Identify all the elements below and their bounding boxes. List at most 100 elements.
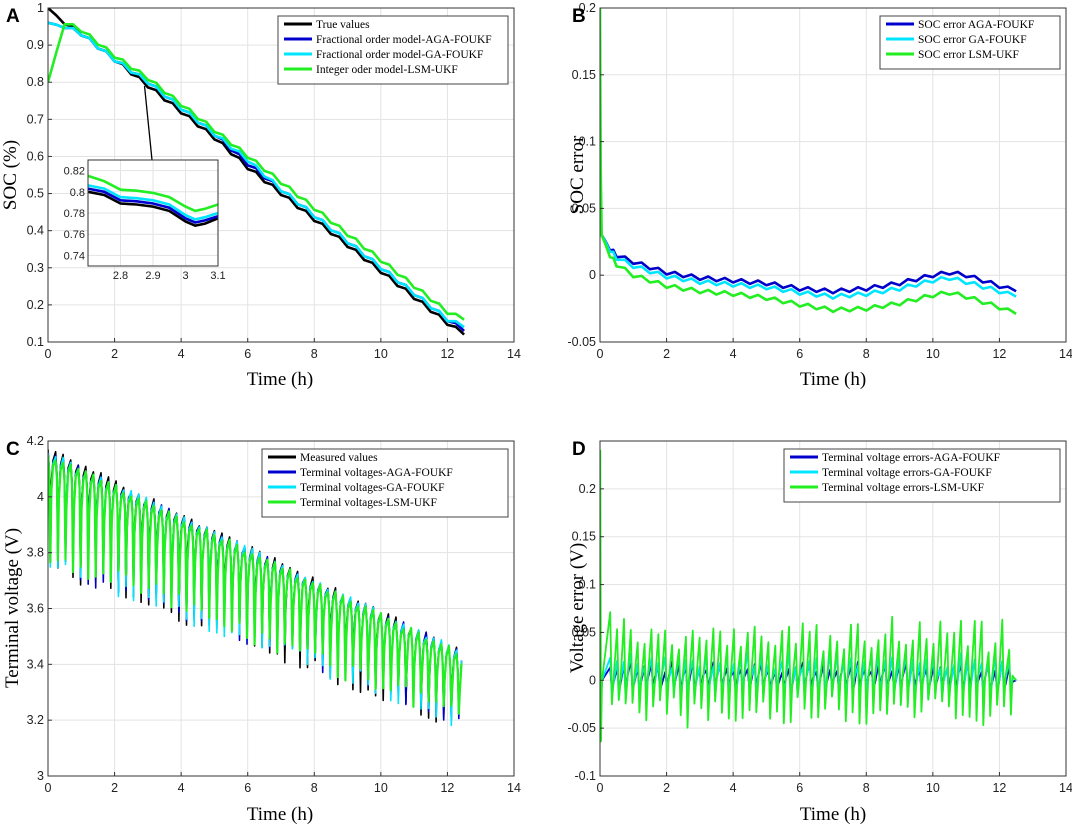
- inset-x-tick-label-0: 2.8: [113, 270, 128, 282]
- legend-label-1: Measured values: [300, 452, 378, 464]
- y-tick-label-5: 0.2: [579, 1, 596, 15]
- panel-c: 0 2 4 6 8 10 12 14 3 3.2 3.4 3.6 3.8 4 4.2 Time (h) Term…: [2, 434, 521, 825]
- series-group: [600, 449, 1017, 743]
- y-tick-label-6: 0.7: [27, 112, 44, 126]
- y-tick-label-0: 3: [37, 769, 44, 783]
- legend-label-2: Terminal voltages-AGA-FOUKF: [300, 467, 453, 479]
- series-4-line: [48, 22, 465, 321]
- inset-series-3-line: [87, 184, 219, 221]
- inset-series-4-line: [87, 174, 219, 213]
- legend-box: [783, 448, 1061, 503]
- x-axis-label: Time (h): [247, 804, 313, 825]
- x-axis-label: Time (h): [247, 369, 313, 390]
- inset-x-tick-label-3: 3.1: [210, 270, 225, 282]
- legend-label-2: SOC error GA-FOUKF: [918, 34, 1027, 46]
- x-axis-label: Time (h): [800, 804, 866, 825]
- series-2-line: [600, 221, 1017, 300]
- inset-box: [87, 159, 219, 267]
- y-tick-label-0: -0.1: [574, 769, 596, 783]
- y-tick-label-1: 0: [589, 268, 596, 282]
- x-tick-label-3: 6: [796, 347, 803, 361]
- series-1-line: [600, 221, 1017, 295]
- y-tick-label-2: 0.05: [572, 201, 596, 215]
- inset-y-tick-label-1: 0.76: [64, 229, 85, 241]
- legend: Measured values Terminal voltages-AGA-FOU…: [261, 448, 509, 518]
- x-tick-label-3: 6: [244, 781, 251, 795]
- series-4-line: [48, 455, 463, 715]
- y-tick-label-3: 0.4: [27, 224, 44, 238]
- x-tick-label-6: 12: [440, 781, 454, 795]
- x-tick-label-7: 14: [507, 781, 521, 795]
- x-tick-label-1: 2: [111, 781, 118, 795]
- y-axis-label: SOC error: [567, 135, 588, 214]
- legend-label-2: Terminal voltage errors-GA-FOUKF: [822, 467, 992, 479]
- legend-label-3: Fractional order model-GA-FOUKF: [316, 49, 483, 61]
- x-tick-label-0: 0: [45, 781, 52, 795]
- series-group: [48, 449, 463, 727]
- inset-series-1-line: [87, 190, 219, 228]
- legend: True values Fractional order model-AGA-FO…: [277, 15, 509, 85]
- panel-letter: A: [6, 6, 20, 27]
- x-tick-label-1: 2: [111, 347, 118, 361]
- x-tick-label-4: 8: [311, 347, 318, 361]
- y-tick-label-6: 0.2: [579, 482, 596, 496]
- y-tick-label-0: 0.1: [27, 335, 44, 349]
- y-tick-label-5: 4: [37, 490, 44, 504]
- x-tick-label-3: 6: [244, 347, 251, 361]
- x-tick-label-3: 6: [796, 781, 803, 795]
- y-tick-label-2: 0: [589, 673, 596, 687]
- x-tick-label-4: 8: [863, 781, 870, 795]
- x-tick-label-5: 10: [374, 347, 388, 361]
- panel-letter: B: [572, 6, 586, 27]
- x-tick-label-2: 4: [730, 347, 737, 361]
- y-tick-label-4: 0.15: [572, 68, 596, 82]
- legend: Terminal voltage errors-AGA-FOUKF Termina…: [783, 448, 1061, 503]
- legend-label-4: Terminal voltages-LSM-UKF: [300, 497, 437, 509]
- x-tick-label-0: 0: [597, 347, 604, 361]
- x-tick-label-2: 4: [730, 781, 737, 795]
- y-tick-label-1: -0.05: [568, 721, 597, 735]
- y-tick-label-4: 3.8: [27, 546, 44, 560]
- y-tick-label-4: 0.5: [27, 187, 44, 201]
- x-tick-label-2: 4: [178, 781, 185, 795]
- legend-label-1: Terminal voltage errors-AGA-FOUKF: [822, 452, 1000, 464]
- series-group: [600, 8, 1017, 315]
- y-tick-label-5: 0.6: [27, 149, 44, 163]
- series-group: [48, 8, 465, 336]
- legend-label-4: Integer oder model-LSM-UKF: [316, 64, 458, 76]
- panel-letter: D: [572, 439, 586, 460]
- x-tick-label-6: 12: [992, 347, 1006, 361]
- panel-d: 0 2 4 6 8 10 12 14 -0.1 -0.05 0 0.05 0.1 0.15 0.2 Time …: [567, 439, 1072, 825]
- x-axis-label: Time (h): [800, 369, 866, 390]
- x-tick-label-7: 14: [507, 347, 521, 361]
- x-tick-label-1: 2: [663, 347, 670, 361]
- y-tick-label-0: -0.05: [568, 335, 597, 349]
- inset-y-tick-label-3: 0.8: [70, 187, 85, 199]
- x-tick-label-6: 12: [992, 781, 1006, 795]
- legend-label-3: Terminal voltage errors-LSM-UKF: [822, 482, 984, 494]
- y-tick-label-9: 1: [37, 1, 44, 15]
- inset-series-2-line: [87, 187, 219, 224]
- y-tick-label-5: 0.15: [572, 530, 596, 544]
- legend-label-2: Fractional order model-AGA-FOUKF: [316, 34, 492, 46]
- axes-box: [599, 7, 1067, 343]
- y-axis-label: Voltage error (V): [567, 543, 588, 674]
- y-axis-label: SOC (%): [0, 140, 21, 210]
- inset-pointer: [143, 85, 153, 161]
- axes-box: [599, 440, 1067, 777]
- inset-y-tick-label-2: 0.78: [64, 208, 85, 220]
- x-tick-label-6: 12: [440, 347, 454, 361]
- x-tick-label-5: 10: [926, 781, 940, 795]
- x-tick-label-4: 8: [863, 347, 870, 361]
- inset-y-tick-label-0: 0.74: [64, 250, 85, 262]
- y-tick-label-1: 3.2: [27, 713, 44, 727]
- legend-label-3: Terminal voltages-GA-FOUKF: [300, 482, 445, 494]
- y-tick-label-3: 0.05: [572, 625, 596, 639]
- inset-x-tick-label-2: 3: [182, 270, 188, 282]
- series-3-line: [600, 449, 1017, 743]
- x-tick-label-1: 2: [663, 781, 670, 795]
- inset: 2.8 2.9 3 3.1 0.74 0.76 0.78 0.8 0.82: [64, 85, 226, 282]
- y-axis-label: Terminal voltage (V): [2, 528, 23, 688]
